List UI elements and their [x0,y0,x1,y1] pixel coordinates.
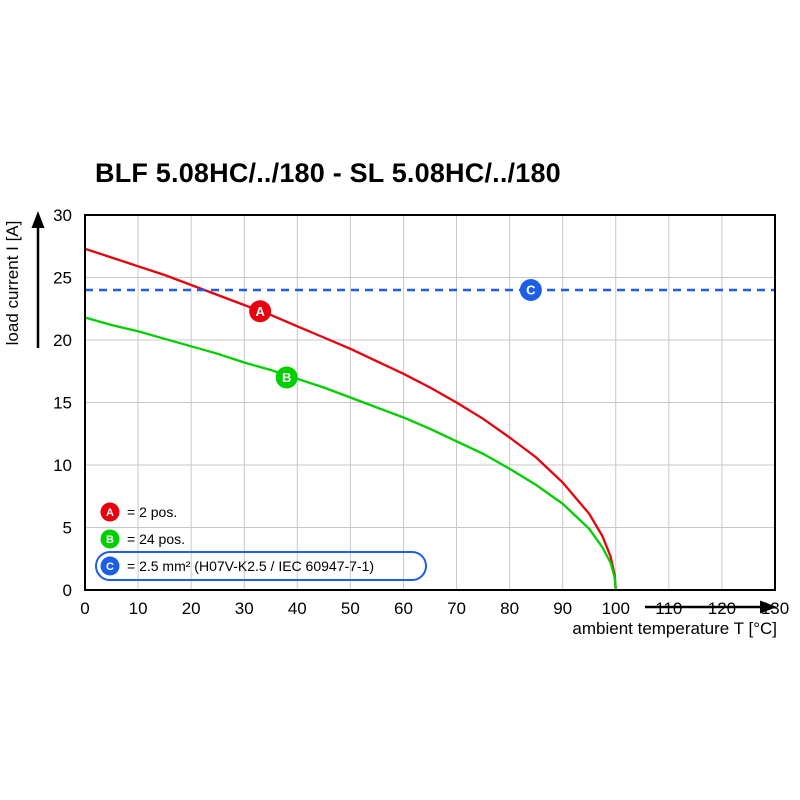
legend-box [95,551,427,581]
y-tick-label: 15 [53,394,72,413]
legend: A = 2 pos. B = 24 pos. C = 2.5 mm² (H07V-K2.5… [95,502,427,581]
legend-text: = 2 pos. [127,504,177,520]
x-tick-label: 80 [500,599,519,618]
x-tick-label: 40 [288,599,307,618]
legend-text: = 2.5 mm² (H07V-K2.5 / IEC 60947-7-1) [127,558,374,574]
legend-text: = 24 pos. [127,531,185,547]
svg-text:B: B [106,534,114,546]
svg-text:B: B [282,370,291,385]
x-tick-label: 0 [80,599,89,618]
svg-text:C: C [526,283,536,298]
y-tick-label: 10 [53,456,72,475]
x-tick-label: 70 [447,599,466,618]
svg-text:A: A [255,304,265,319]
marker-A: A [249,300,272,323]
legend-row-B: B = 24 pos. [100,529,185,549]
legend-marker-A [100,502,120,522]
marker-B: B [275,366,298,389]
x-tick-label: 110 [655,599,682,618]
legend-row-A: A = 2 pos. [100,502,177,522]
y-tick-label: 30 [53,206,72,225]
x-tick-label: 90 [553,599,572,618]
x-axis-arrow-icon [645,600,777,614]
y-tick-label: 25 [53,269,72,288]
svg-text:C: C [106,561,114,573]
x-tick-label: 60 [394,599,413,618]
x-tick-label: 10 [129,599,148,618]
legend-marker-C [100,556,120,576]
x-tick-label: 100 [602,599,630,618]
y-tick-label: 20 [53,331,72,350]
y-axis-arrow-icon [31,211,45,348]
y-axis-label: load current I [A] [3,221,22,346]
legend-row-C: C = 2.5 mm² (H07V-K2.5 / IEC 60947-7-1) [95,551,427,581]
y-tick-label: 0 [63,581,72,600]
chart-title: BLF 5.08HC/../180 - SL 5.08HC/../180 [95,158,561,188]
grid-lines [85,215,775,590]
plot-border [84,214,776,591]
x-tick-label: 120 [708,599,736,618]
curve-A [84,247,617,591]
legend-marker-B [100,529,120,549]
series-curves [84,247,775,591]
curve-markers: A B C [249,279,542,389]
x-axis-label: ambient temperature T [°C] [572,619,777,638]
curve-B [84,316,617,591]
y-tick-label: 5 [63,519,72,538]
x-tick-label: 50 [341,599,360,618]
x-tick-label: 20 [182,599,201,618]
svg-text:A: A [106,507,114,519]
marker-C: C [519,279,542,301]
x-tick-label: 30 [235,599,254,618]
